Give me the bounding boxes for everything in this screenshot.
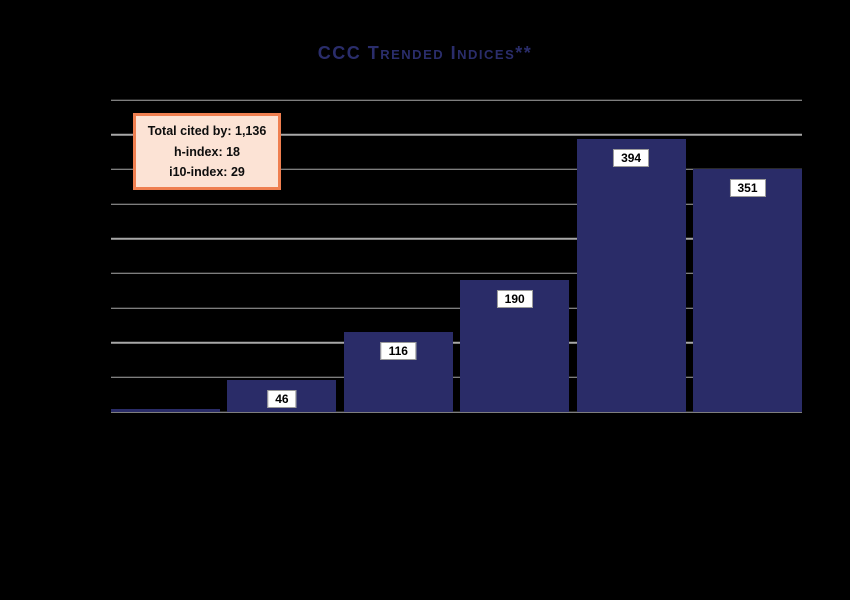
plot-area: 46 116 190 394 351 (111, 99, 802, 413)
bar (111, 409, 220, 412)
gridline (111, 133, 802, 136)
gridline (111, 272, 802, 275)
total-cited-by-stat: Total cited by: 1,136 (147, 124, 267, 138)
bar: 116 (343, 331, 453, 412)
gridline (111, 307, 802, 309)
citation-stats-annotation: Total cited by: 1,136 h-index: 18 i10-in… (133, 113, 281, 190)
bar-value-label: 394 (613, 148, 650, 167)
bar: 46 (227, 380, 337, 412)
bar-value-label: 190 (496, 290, 533, 309)
bar-value-label: 116 (380, 341, 416, 360)
h-index-stat: h-index: 18 (174, 144, 240, 159)
bar: 190 (460, 280, 570, 412)
bar-value-label: 46 (267, 390, 297, 409)
x-axis-line (111, 411, 802, 413)
gridline (111, 376, 802, 379)
bar: 394 (576, 138, 686, 412)
chart-title: CCC Trended Indices** (317, 43, 533, 63)
bar: 351 (693, 168, 802, 412)
gridline (111, 341, 802, 344)
gridline (111, 168, 802, 171)
gridline (111, 99, 802, 101)
gridline (111, 237, 802, 240)
gridline (111, 203, 802, 205)
i10-index-stat: i10-index: 29 (169, 165, 245, 179)
bar-value-label: 351 (729, 178, 766, 197)
